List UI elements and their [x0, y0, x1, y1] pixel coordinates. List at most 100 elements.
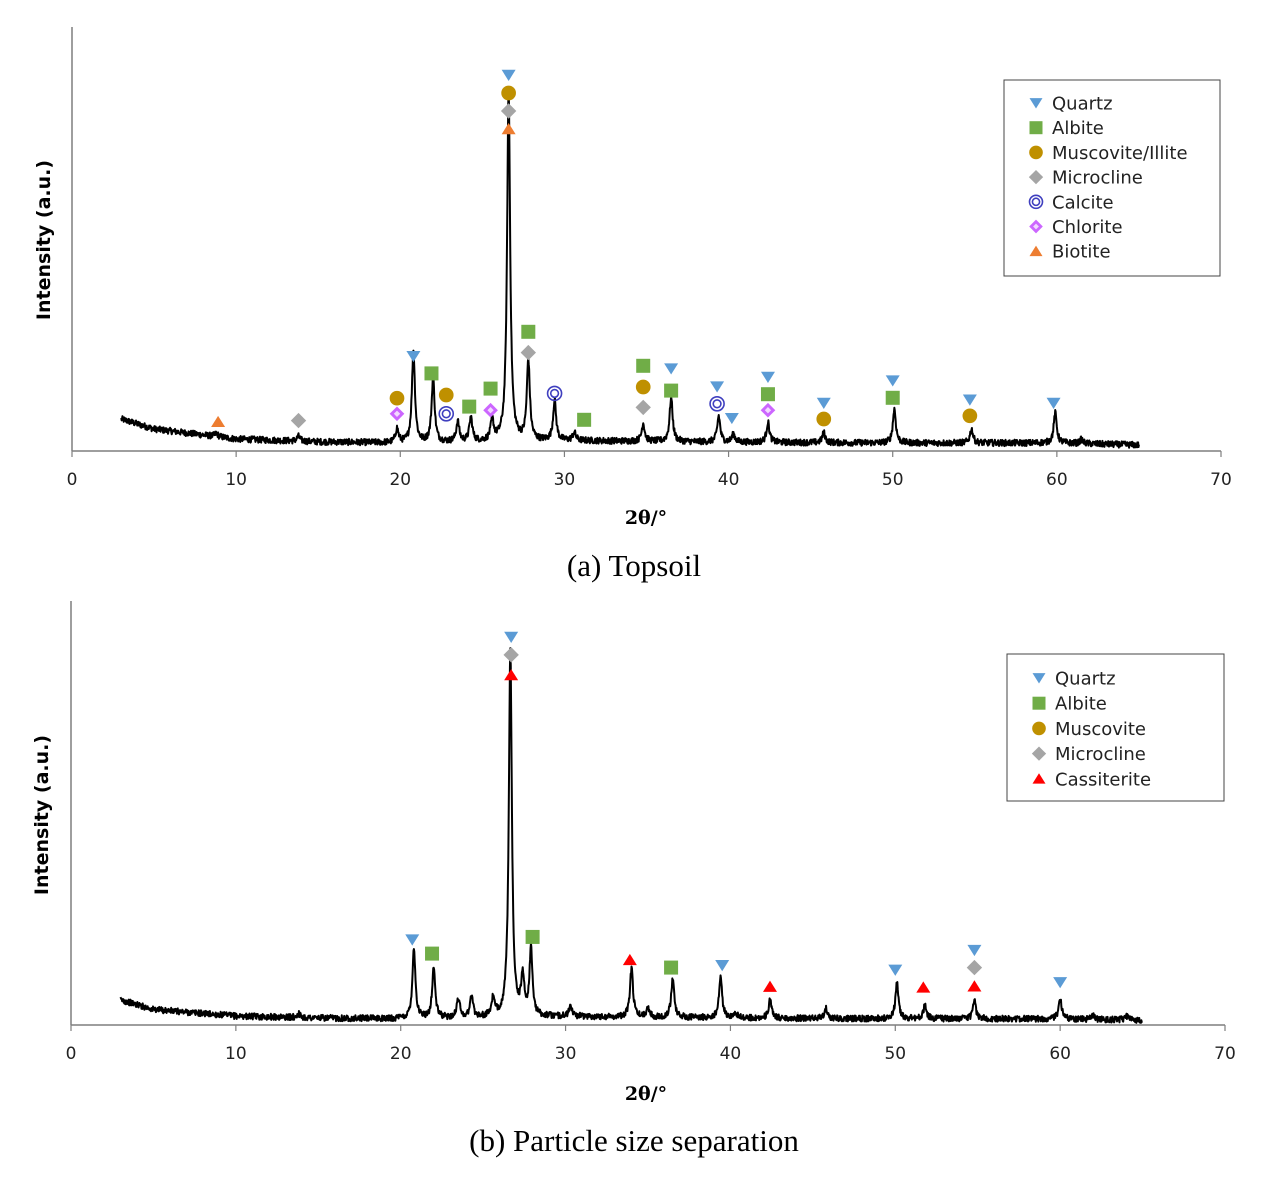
peak-marker-calcite: [709, 395, 725, 412]
legend-items: Quartz Albite Muscovite Microcline Cassiteri…: [1031, 669, 1151, 790]
legend-label: Albite: [1055, 694, 1107, 715]
panel-particle-size-separation: 0 10 20 30 40 50 60 70 2θ/° Intensity (a.u.) (b…: [31, 601, 1236, 1158]
peak-marker-cassiterite: [967, 980, 982, 992]
peak-marker-quartz: [724, 412, 739, 425]
peak-marker-calcite: [546, 385, 563, 402]
x-axis-title: 2θ/°: [625, 507, 667, 529]
x-ticks: 0 10 20 30 40 50 60 70: [67, 451, 1232, 490]
peak-marker-albite: [525, 929, 540, 944]
peak-marker-microcline: [500, 103, 517, 119]
x-tick-label: 50: [882, 470, 904, 490]
peak-marker-microcline: [966, 959, 983, 976]
peak-marker-quartz: [967, 944, 982, 957]
peak-marker-albite: [521, 324, 536, 339]
x-tick-label: 10: [225, 1044, 247, 1064]
y-axis-title: Intensity (a.u.): [33, 160, 55, 320]
peak-marker-quartz: [1046, 397, 1061, 409]
legend-marker-quartz: [1032, 673, 1046, 684]
peak-marker-albite: [636, 358, 651, 373]
legend-label: Calcite: [1052, 192, 1114, 213]
peak-marker-albite: [577, 412, 592, 427]
x-tick-label: 60: [1049, 1044, 1071, 1064]
peak-marker-muscovite: [389, 390, 405, 406]
peak-marker-muscovite: [501, 85, 516, 101]
legend-label: Muscovite/Illite: [1052, 143, 1188, 164]
x-tick-label: 70: [1214, 1044, 1236, 1064]
peak-marker-quartz: [406, 350, 421, 363]
peak-marker-quartz: [715, 959, 730, 972]
figure-caption: (a) Topsoil: [567, 548, 701, 583]
legend-label: Muscovite: [1055, 719, 1146, 740]
x-ticks: 0 10 20 30 40 50 60 70: [66, 1025, 1236, 1064]
legend-items: Quartz Albite Muscovite/Illite Microcline Ca…: [1028, 94, 1188, 263]
x-tick-label: 70: [1210, 470, 1232, 490]
x-tick-label: 30: [555, 1044, 577, 1064]
peak-marker-quartz: [962, 394, 977, 406]
legend-label: Biotite: [1052, 242, 1111, 263]
legend-marker-albite: [1029, 121, 1043, 135]
legend-marker-muscovite: [1032, 721, 1046, 736]
legend-label: Cassiterite: [1055, 769, 1151, 790]
x-tick-label: 40: [718, 470, 740, 490]
legend: Quartz Albite Muscovite/Illite Microcline Ca…: [1003, 79, 1221, 277]
x-tick-label: 0: [67, 470, 78, 490]
peak-marker-quartz: [888, 964, 903, 976]
peak-marker-muscovite: [438, 387, 454, 403]
figure-caption: (b) Particle size separation: [469, 1123, 799, 1158]
peak-marker-quartz: [405, 934, 420, 946]
xrd-pattern-line: [119, 647, 1144, 1024]
xrd-pattern-line: [120, 86, 1140, 449]
peak-marker-chlorite: [389, 406, 405, 422]
peak-marker-quartz: [885, 375, 900, 387]
panel-topsoil: 0 10 20 30 40 50 60 70 2θ/° Intensity (a.u.) (a…: [33, 27, 1232, 583]
peak-marker-albite: [424, 366, 439, 381]
legend-label: Quartz: [1055, 669, 1116, 690]
peak-marker-quartz: [760, 371, 775, 383]
x-tick-label: 20: [389, 470, 411, 490]
legend-label: Quartz: [1052, 94, 1113, 115]
legend-label: Microcline: [1055, 744, 1146, 765]
peak-marker-quartz: [501, 69, 516, 81]
peak-marker-chlorite: [760, 402, 776, 418]
legend-marker-albite: [1032, 696, 1046, 710]
peak-marker-quartz: [710, 381, 725, 393]
y-axis-title: Intensity (a.u.): [31, 735, 53, 895]
peak-marker-muscovite: [816, 411, 832, 427]
peak-marker-muscovite: [962, 408, 978, 424]
peak-marker-albite: [664, 960, 679, 975]
peak-marker-quartz: [664, 363, 679, 375]
peak-marker-biotite: [501, 123, 516, 135]
x-tick-label: 60: [1046, 470, 1068, 490]
x-axis-title: 2θ/°: [625, 1083, 667, 1105]
peak-marker-cassiterite: [622, 953, 637, 966]
legend-label: Microcline: [1052, 168, 1143, 189]
peak-marker-cassiterite: [916, 981, 931, 993]
legend-marker-microcline: [1031, 746, 1047, 761]
peak-marker-biotite: [211, 415, 226, 428]
legend-marker-chlorite: [1029, 219, 1043, 234]
legend: Quartz Albite Muscovite Microcline Cassiteri…: [1006, 653, 1225, 802]
peak-marker-cassiterite: [762, 980, 777, 992]
legend-marker-quartz: [1029, 98, 1043, 109]
x-tick-label: 40: [720, 1044, 742, 1064]
peak-marker-albite: [885, 390, 900, 405]
legend-marker-cassiterite: [1032, 773, 1046, 784]
peak-marker-albite: [664, 383, 679, 398]
legend-label: Albite: [1052, 118, 1104, 139]
x-tick-label: 50: [884, 1044, 906, 1064]
peak-marker-quartz: [1053, 977, 1068, 989]
peak-marker-cassiterite: [504, 669, 519, 681]
peak-marker-albite: [483, 381, 498, 396]
peak-marker-microcline: [290, 412, 307, 429]
peak-marker-albite: [462, 399, 477, 414]
legend-marker-muscovite: [1029, 145, 1043, 160]
peak-marker-quartz: [504, 631, 519, 643]
peak-marker-calcite: [438, 405, 455, 422]
peak-marker-albite: [425, 946, 440, 961]
phase-markers: [405, 631, 1068, 993]
peak-marker-microcline: [503, 647, 519, 663]
legend-marker-calcite: [1028, 194, 1044, 210]
peak-marker-microcline: [635, 399, 651, 416]
x-tick-label: 30: [554, 470, 576, 490]
